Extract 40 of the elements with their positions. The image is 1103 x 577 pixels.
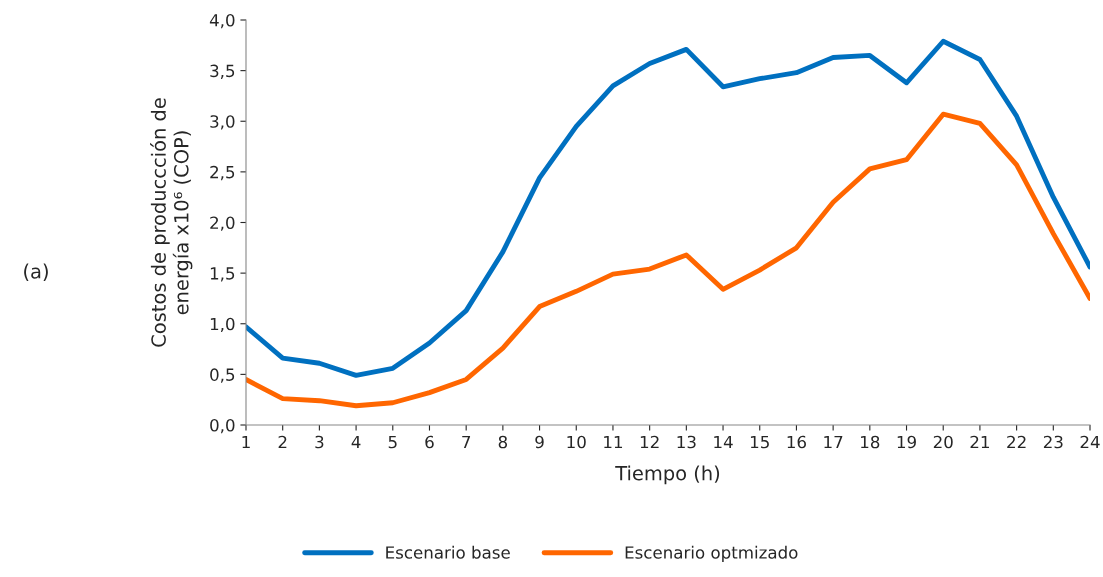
x-tick-label: 2 [278, 435, 287, 449]
x-tick-label: 10 [567, 435, 586, 449]
x-tick-label: 20 [933, 435, 953, 449]
x-tick-label: 15 [750, 435, 769, 449]
x-tick-label: 3 [315, 435, 324, 449]
y-tick-label: 0,5 [210, 368, 235, 383]
y-tick-label: 1,0 [210, 317, 235, 333]
y-tick-label: 3,5 [210, 64, 235, 79]
x-tick-label: 24 [1080, 435, 1100, 449]
x-tick-label: 16 [787, 435, 806, 449]
x-tick-label: 23 [1043, 435, 1063, 449]
x-tick-label: 9 [535, 435, 544, 449]
x-tick-label: 5 [388, 435, 397, 449]
y-axis-title: Costos de produccción de energía x10⁶ (COP) [150, 98, 193, 347]
x-tick-label: 19 [897, 435, 916, 449]
line-series [246, 38, 1090, 378]
x-tick-label: 22 [1007, 435, 1026, 449]
x-tick-label: 1 [242, 435, 250, 449]
x-axis-title: Tiempo (h) [615, 465, 720, 485]
y-tick-label: 2,0 [210, 216, 235, 231]
text: (a) [24, 263, 48, 281]
x-tick-label: 7 [462, 435, 471, 449]
y-tick-label: 1,5 [210, 267, 235, 282]
x-tick-label: 8 [498, 435, 508, 449]
x-tick-label: 4 [351, 435, 361, 449]
x-tick-label: 13 [677, 435, 696, 449]
x-tick-label: 11 [604, 435, 623, 449]
y-tick-label: 3,0 [210, 115, 235, 130]
x-tick-label: 6 [425, 435, 434, 449]
legend-label: Escenario base [386, 545, 510, 559]
x-tick-label: 17 [824, 435, 843, 449]
x-tick-label: 12 [640, 435, 659, 449]
x-tick-label: 18 [861, 435, 880, 449]
x-tick-label: 14 [714, 435, 733, 449]
legend-label: Escenario optmizado [625, 545, 798, 562]
y-tick-label: 2,5 [210, 165, 235, 181]
x-tick-label: 21 [970, 435, 989, 449]
y-tick-label: 4,0 [209, 13, 235, 29]
y-tick-label: 0,0 [210, 418, 235, 434]
line-series [246, 111, 1090, 409]
